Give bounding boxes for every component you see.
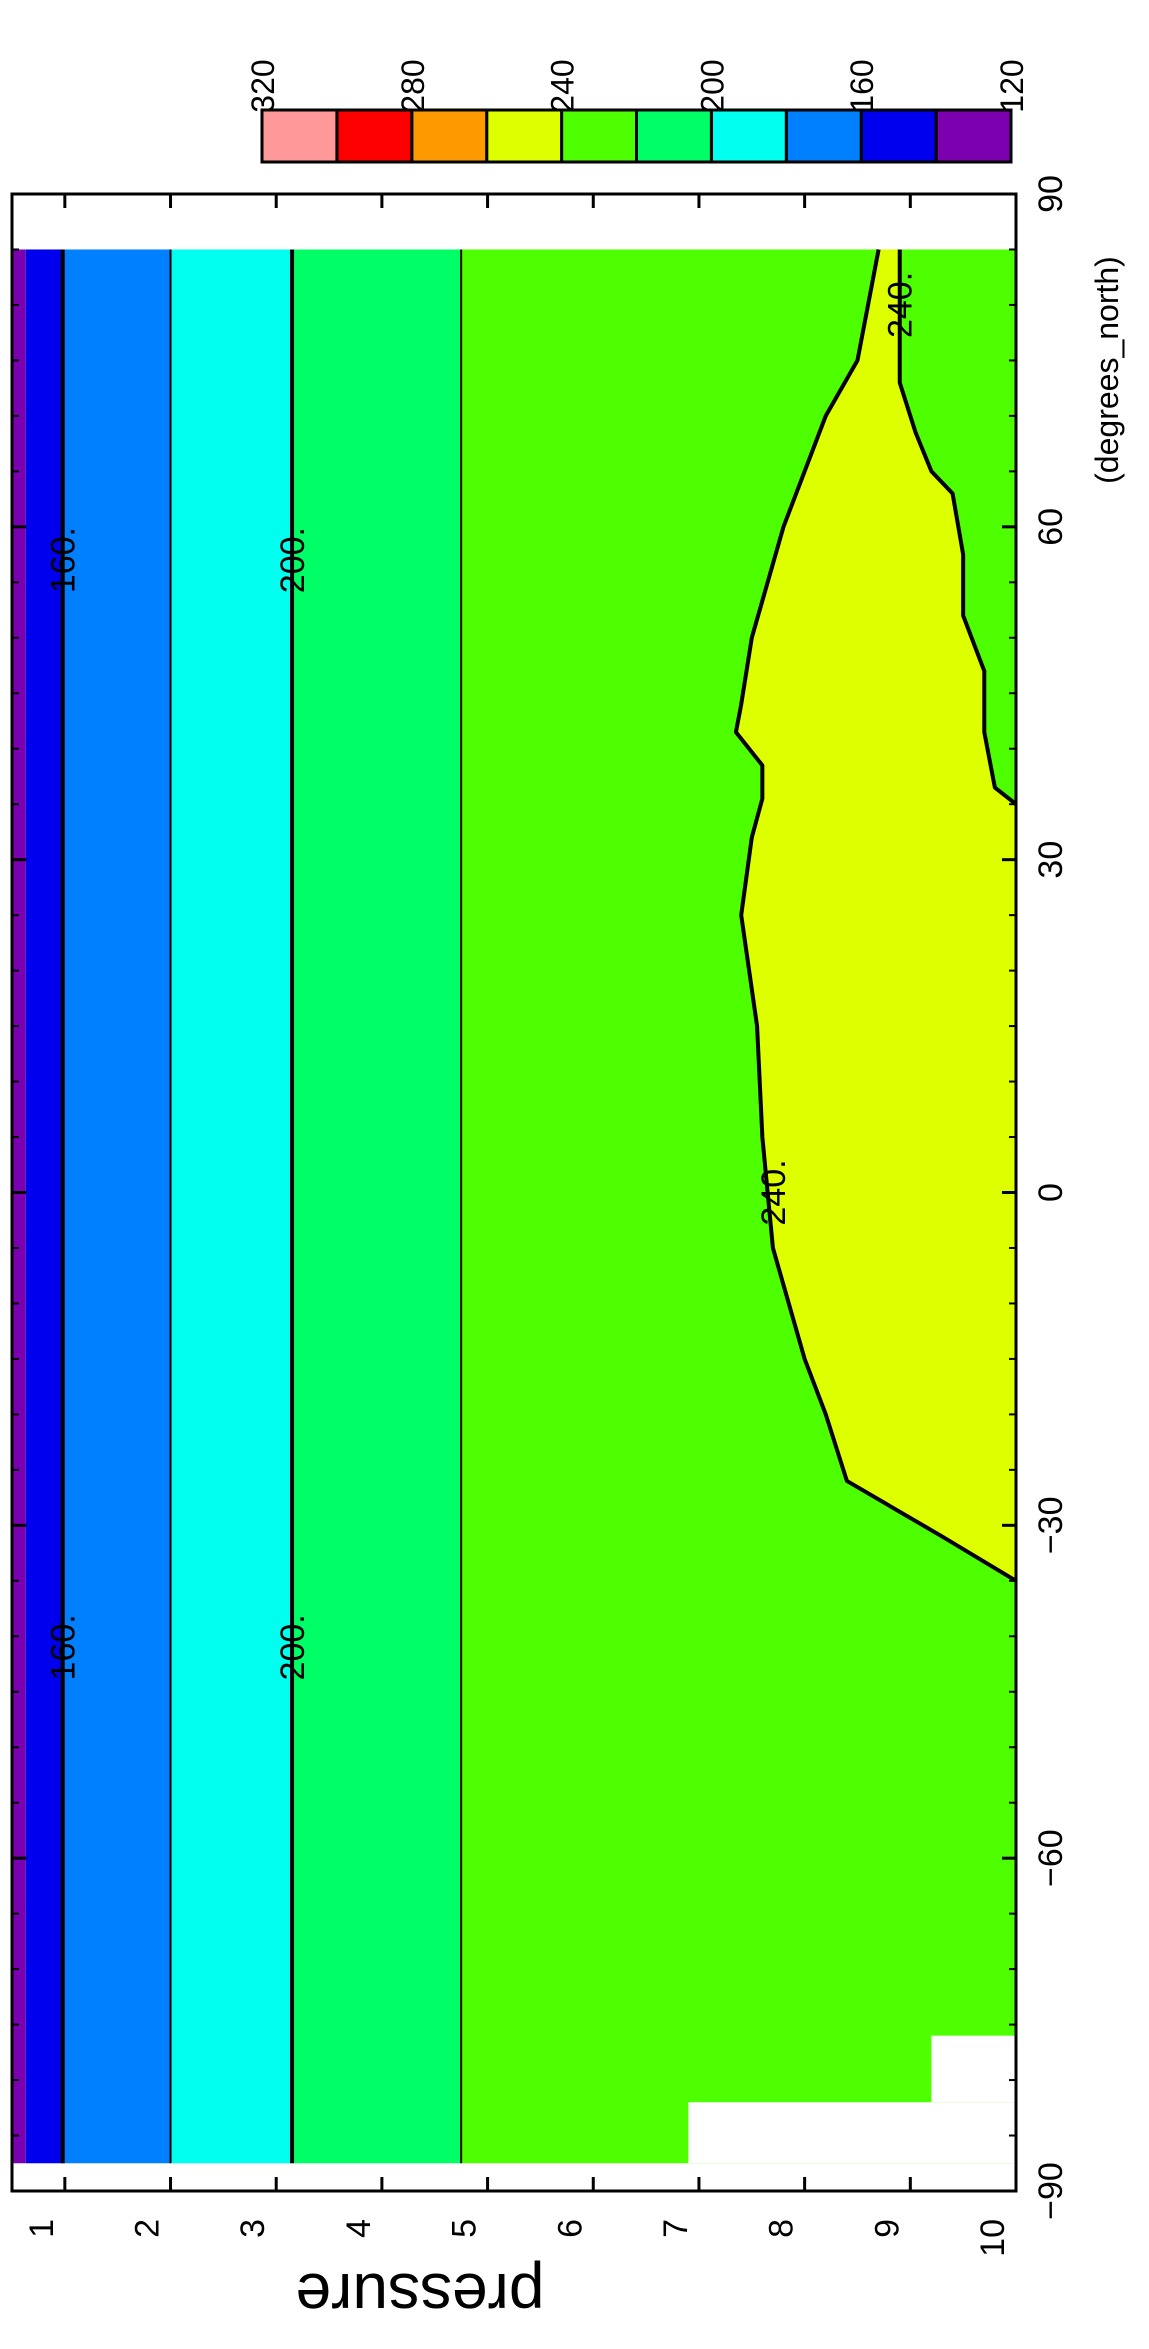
lat-tick-label: 30 [1032, 841, 1070, 879]
pressure-ticks: 1 2 3 4 5 6 7 8 9 10 [23, 194, 1018, 2257]
lat-tick-label: −30 [1032, 1496, 1070, 1554]
pressure-tick-label: 4 [340, 2219, 378, 2238]
band-120-140 [12, 249, 26, 2164]
band-160-180 [62, 249, 171, 2164]
lat-tick-label: 90 [1032, 175, 1070, 213]
colorbar-swatch [709, 108, 788, 164]
contour-label-240: 240. [882, 272, 920, 338]
colorbar-label: 160 [844, 59, 880, 112]
colorbar-swatch [784, 108, 863, 164]
pressure-tick-label: 2 [129, 2219, 167, 2238]
pressure-tick-label: 5 [446, 2219, 484, 2238]
lat-tick-label: −60 [1032, 1829, 1070, 1887]
contour-240 [733, 249, 1018, 1583]
colorbar-swatch [335, 108, 414, 164]
pressure-tick-label: 10 [974, 2219, 1012, 2257]
pressure-tick-label: 3 [234, 2219, 272, 2238]
band-200-220 [292, 249, 462, 2164]
pressure-tick-label: 6 [551, 2219, 589, 2238]
pressure-tick-label: 8 [763, 2219, 801, 2238]
contour-labels: 160. 160. 200. 200. 240. 240. [45, 272, 920, 1681]
colorbar-swatch [410, 108, 489, 164]
contour-label-240: 240. [755, 1159, 793, 1225]
band-220-240-pocket [899, 249, 1016, 805]
band-180-200 [170, 249, 293, 2164]
contour-240-inner [897, 249, 1018, 806]
latitude-ticks: −90 −60 −30 0 30 60 90 [12, 175, 1070, 2220]
contour-label-200: 200. [274, 1614, 312, 1680]
colorbar-swatch [859, 108, 938, 164]
colorbar: 120 160 200 240 280 320 [245, 59, 1030, 164]
colorbar-label: 240 [545, 59, 581, 112]
pressure-tick-label: 7 [657, 2219, 695, 2238]
colorbar-label: 280 [395, 59, 431, 112]
pressure-tick-label: 1 [23, 2219, 61, 2238]
contour-lines [60, 249, 1018, 2164]
colorbar-label: 320 [245, 59, 281, 112]
x-axis-label: (degrees_north) [1089, 256, 1125, 484]
lat-tick-label: 0 [1032, 1183, 1070, 1202]
contour-label-200: 200. [274, 527, 312, 593]
colorbar-label: 200 [694, 59, 730, 112]
band-240-260 [735, 249, 1016, 1581]
band-140-160 [25, 249, 63, 2164]
missing-region [688, 2102, 1016, 2164]
missing-region [931, 2035, 1016, 2103]
colorbar-swatch [560, 108, 638, 164]
contour-label-160: 160. [45, 527, 83, 593]
temperature-bands [12, 249, 1016, 2164]
pressure-tick-label: 9 [868, 2219, 906, 2238]
contour-label-160: 160. [45, 1614, 83, 1680]
colorbar-swatch [934, 108, 1013, 164]
lat-tick-label: 60 [1032, 508, 1070, 546]
colorbar-swatch [635, 108, 713, 164]
y-axis-label: pressure [296, 2260, 545, 2332]
missing-data-regions [688, 2035, 1016, 2164]
lat-tick-label: −90 [1032, 2162, 1070, 2220]
colorbar-swatch [260, 108, 339, 164]
plot-area: 160. 160. 200. 200. 240. 240. [12, 249, 1018, 2164]
colorbar-swatch [485, 108, 564, 164]
colorbar-label: 120 [994, 59, 1030, 112]
